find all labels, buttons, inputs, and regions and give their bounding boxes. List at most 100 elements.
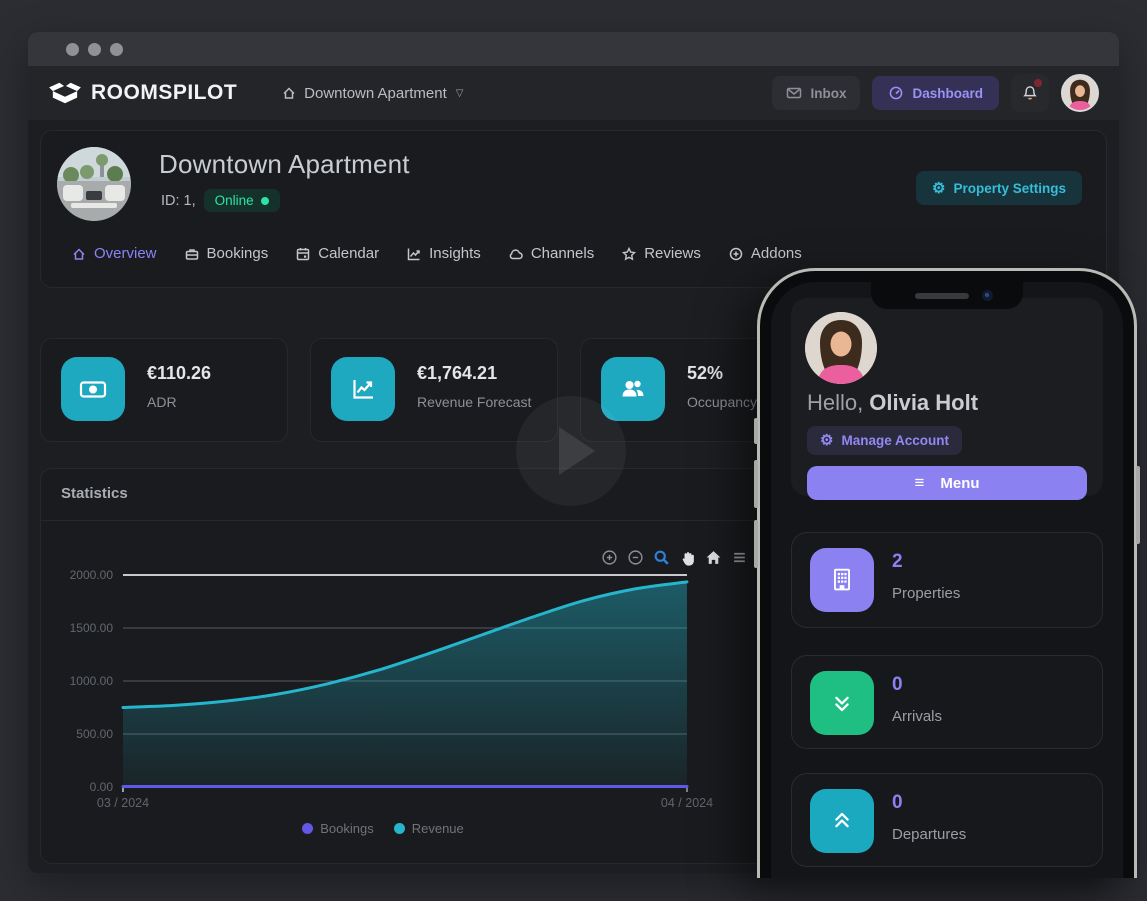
- svg-text:04 / 2024: 04 / 2024: [661, 796, 713, 810]
- video-play-button[interactable]: [516, 396, 626, 506]
- box-logo-icon: [49, 82, 81, 104]
- property-photo: [57, 147, 131, 221]
- window-titlebar: [28, 32, 1119, 66]
- dashboard-button[interactable]: Dashboard: [872, 76, 999, 110]
- tab-insights[interactable]: Insights: [406, 245, 481, 262]
- hamburger-icon: ≡: [914, 473, 925, 492]
- tab-reviews[interactable]: Reviews: [621, 245, 701, 262]
- phone-screen: Hello, Olivia Holt ⚙ Manage Account ≡ Men…: [771, 282, 1123, 878]
- tab-label: Calendar: [318, 245, 380, 262]
- svg-text:2000.00: 2000.00: [70, 568, 114, 582]
- greeting-prefix: Hello,: [807, 390, 864, 415]
- page-title: Downtown Apartment: [159, 149, 410, 179]
- stat-label: Revenue Forecast: [417, 394, 532, 410]
- tab-channels[interactable]: Channels: [508, 245, 594, 262]
- chart-toolbar: [601, 549, 748, 566]
- tab-label: Overview: [94, 245, 157, 262]
- property-selector-label: Downtown Apartment: [304, 84, 447, 102]
- svg-text:1500.00: 1500.00: [70, 621, 114, 635]
- notifications-button[interactable]: [1011, 74, 1049, 112]
- star-icon: [622, 246, 637, 261]
- zoom-out-icon[interactable]: [627, 549, 644, 566]
- window-dot[interactable]: [110, 43, 123, 56]
- svg-text:0.00: 0.00: [90, 780, 114, 794]
- phone-card-value: 2: [892, 551, 903, 572]
- tab-bookings[interactable]: Bookings: [184, 245, 269, 262]
- user-avatar[interactable]: [1061, 74, 1099, 112]
- tab-addons[interactable]: Addons: [728, 245, 802, 262]
- tab-calendar[interactable]: Calendar: [295, 245, 379, 262]
- legend-bookings[interactable]: Bookings: [302, 821, 374, 836]
- profile-card: Hello, Olivia Holt ⚙ Manage Account ≡ Men…: [791, 298, 1103, 500]
- legend-dot-icon: [302, 823, 314, 834]
- menu-button[interactable]: ≡ Menu: [807, 466, 1087, 500]
- phone-notch: [871, 282, 1023, 309]
- tab-label: Addons: [750, 245, 802, 262]
- chevrons-up-icon: [810, 789, 874, 853]
- menu-label: Menu: [940, 474, 980, 492]
- selection-zoom-icon[interactable]: [653, 549, 670, 566]
- chart-area: 2000.00 1500.00 1000.00 500.00 0.00 03 / 202…: [53, 561, 713, 821]
- reset-zoom-home-icon[interactable]: [705, 549, 722, 566]
- online-dot-icon: [260, 196, 269, 205]
- tab-overview[interactable]: Overview: [71, 245, 157, 262]
- brand-name: ROOMSPILOT: [91, 81, 238, 104]
- phone-card-label: Arrivals: [892, 708, 943, 725]
- pan-icon[interactable]: [679, 549, 696, 566]
- legend-dot-icon: [393, 823, 405, 834]
- inbox-label: Inbox: [810, 85, 847, 101]
- stat-card-adr: €110.26 ADR: [40, 338, 288, 442]
- phone-card-departures: 0 Departures: [791, 773, 1103, 867]
- users-icon: [601, 357, 665, 421]
- inbox-button[interactable]: Inbox: [772, 76, 861, 110]
- tab-label: Bookings: [206, 245, 269, 262]
- statistics-chart: 2000.00 1500.00 1000.00 500.00 0.00 03 / 202…: [70, 568, 713, 810]
- tab-label: Channels: [530, 245, 595, 262]
- phone-mute-switch: [754, 418, 758, 444]
- gear-icon: ⚙: [820, 432, 834, 449]
- legend-label: Revenue: [411, 821, 464, 836]
- chart-line-icon: [407, 248, 420, 260]
- property-id: ID: 1,: [161, 192, 196, 209]
- plus-circle-icon: [729, 247, 743, 260]
- phone-card-label: Properties: [892, 585, 961, 602]
- statistics-title: Statistics: [61, 485, 128, 502]
- phone-card-value: 0: [892, 674, 903, 695]
- bell-icon: [1023, 86, 1037, 100]
- phone-card-label: Departures: [892, 826, 967, 843]
- svg-text:500.00: 500.00: [76, 727, 113, 741]
- tab-label: Insights: [429, 245, 481, 262]
- brand-logo[interactable]: ROOMSPILOT: [48, 79, 237, 107]
- tab-label: Reviews: [644, 245, 701, 262]
- property-tabs: Overview Bookings Calendar Insights Chan…: [71, 245, 802, 262]
- svg-text:03 / 2024: 03 / 2024: [97, 796, 149, 810]
- property-selector[interactable]: Downtown Apartment ▽: [281, 85, 463, 102]
- window-dot[interactable]: [88, 43, 101, 56]
- chart-legend: Bookings Revenue: [53, 821, 713, 836]
- window-dot[interactable]: [66, 43, 79, 56]
- property-settings-label: Property Settings: [953, 180, 1066, 196]
- chevrons-down-icon: [810, 671, 874, 735]
- navbar: ROOMSPILOT Downtown Apartment ▽ Inbox: [28, 66, 1119, 120]
- home-icon: [73, 247, 85, 260]
- zoom-in-icon[interactable]: [601, 549, 618, 566]
- manage-account-button[interactable]: ⚙ Manage Account: [807, 426, 962, 455]
- menu-icon[interactable]: [731, 549, 748, 566]
- svg-text:1000.00: 1000.00: [70, 674, 114, 688]
- stat-card-revenue-forecast: €1,764.21 Revenue Forecast: [310, 338, 558, 442]
- stat-label: ADR: [147, 394, 177, 410]
- property-id-row: ID: 1, Online: [161, 189, 280, 212]
- calendar-icon: [296, 247, 310, 260]
- phone-card-properties: 2 Properties: [791, 532, 1103, 628]
- property-settings-button[interactable]: ⚙ Property Settings: [916, 171, 1082, 205]
- phone-card-value: 0: [892, 792, 903, 813]
- stat-value: €1,764.21: [417, 363, 498, 383]
- notification-badge: [1034, 79, 1042, 87]
- legend-revenue[interactable]: Revenue: [393, 821, 464, 836]
- envelope-icon: [787, 87, 802, 99]
- stat-value: €110.26: [147, 363, 212, 383]
- divider: [41, 520, 1106, 521]
- manage-account-label: Manage Account: [841, 433, 949, 448]
- building-icon: [810, 548, 874, 612]
